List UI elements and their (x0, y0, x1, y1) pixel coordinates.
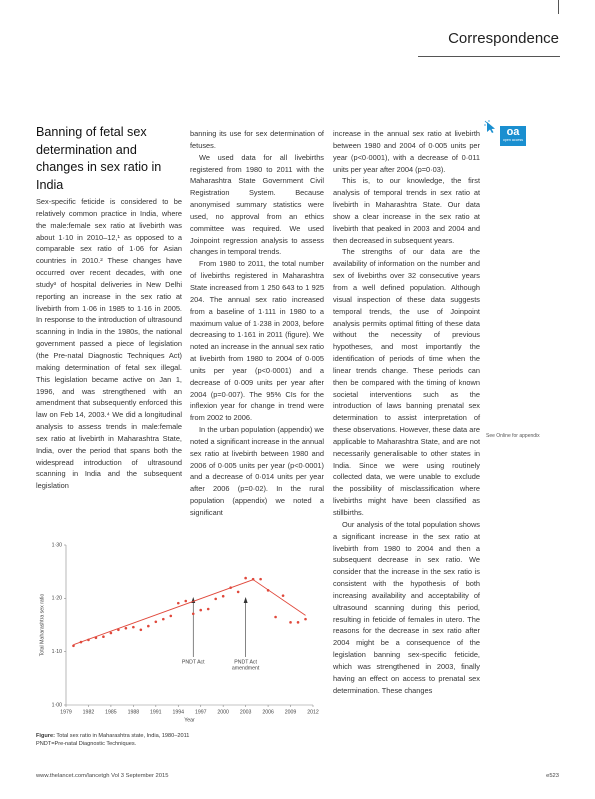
paragraph: We used data for all livebirths register… (190, 152, 324, 257)
cursor-icon (484, 120, 495, 133)
x-tick-label: 1988 (128, 709, 140, 715)
data-point (251, 577, 255, 581)
annotation-label: PNDT Act (234, 659, 257, 665)
footer-right: e523 (546, 773, 559, 779)
data-point (236, 590, 240, 594)
data-point (87, 638, 90, 642)
data-point (139, 628, 143, 632)
data-point (79, 640, 83, 644)
paragraph: banning its use for sex determination of… (190, 129, 324, 150)
x-tick-label: 2003 (240, 709, 252, 715)
data-point (154, 620, 158, 624)
x-tick-label: 1979 (60, 709, 72, 715)
annotation-label: PNDT Act (182, 659, 205, 665)
data-point (109, 631, 113, 635)
data-point (184, 599, 188, 603)
footer-left: www.thelancet.com/lancetgh Vol 3 Septemb… (36, 773, 169, 779)
side-note: See Online for appendix (486, 433, 540, 439)
x-tick-label: 2009 (285, 709, 297, 715)
x-tick-label: 1991 (150, 709, 162, 715)
data-point (289, 621, 292, 624)
data-point (169, 614, 173, 618)
text-column: banning its use for sex determination of… (190, 128, 324, 519)
data-point (132, 625, 135, 629)
text-column: Sex-specific feticide is considered to b… (36, 196, 182, 492)
data-point (266, 589, 270, 592)
figure-chart: 1·00 1·10 1·20 1·30 1979 1982 1985 1988 1991 1994… (39, 542, 319, 723)
y-axis-label: Total Maharashtra sex ratio (39, 594, 45, 657)
data-point (221, 594, 225, 598)
paragraph: The strengths of our data are the availa… (333, 247, 480, 517)
y-tick-label: 1·30 (52, 542, 62, 548)
text-column: increase in the annual sex ratio at live… (333, 128, 480, 697)
data-point (176, 601, 180, 605)
y-tick-label: 1·00 (52, 702, 62, 708)
section-title: Correspondence (448, 30, 559, 47)
x-tick-label: 2006 (262, 709, 274, 715)
data-point (229, 586, 232, 589)
x-tick-label: 2012 (307, 709, 319, 715)
x-tick-label: 1982 (83, 709, 95, 715)
trend-line (73, 579, 306, 646)
y-tick-label: 1·20 (52, 596, 62, 602)
open-access-badge[interactable]: oa open access (500, 126, 526, 146)
data-point (117, 628, 120, 632)
y-tick-label: 1·10 (52, 649, 62, 655)
data-point (281, 594, 285, 597)
x-tick-label: 1985 (105, 709, 117, 715)
data-point (214, 597, 217, 601)
paragraph: In the urban population (appendix) we no… (190, 425, 324, 517)
badge-text: oa (506, 126, 520, 138)
annotation-label: amendment (232, 665, 260, 671)
paragraph: Our analysis of the total population sho… (333, 519, 480, 695)
data-point (124, 626, 128, 630)
data-point (162, 617, 165, 621)
data-point (274, 615, 277, 619)
arrow-head (243, 597, 248, 603)
paragraph: From 1980 to 2011, the total number of l… (190, 259, 324, 423)
paragraph: increase in the annual sex ratio at live… (333, 129, 480, 174)
data-point (259, 577, 262, 581)
data-point (296, 621, 300, 624)
data-point (94, 636, 98, 640)
x-tick-label: 1994 (172, 709, 184, 715)
header-mark (558, 0, 559, 14)
data-point (147, 624, 150, 628)
data-point (72, 644, 75, 648)
figure-caption: Figure: Total sex ratio in Maharashtra s… (36, 732, 326, 748)
data-point (244, 576, 247, 580)
badge-subtext: open access (502, 138, 524, 142)
paragraph: This is, to our knowledge, the first ana… (333, 176, 480, 245)
header-rule (418, 56, 560, 57)
caption-text: Total sex ratio in Maharashtra state, In… (56, 733, 190, 739)
data-point (191, 612, 195, 616)
data-point (304, 617, 307, 621)
data-point (102, 635, 105, 639)
x-axis-label: Year (184, 717, 195, 723)
caption-note: PNDT=Pre-natal Diagnostic Techniques. (36, 741, 137, 747)
article-title: Banning of fetal sex determination and c… (36, 125, 162, 192)
x-tick-label: 1997 (195, 709, 207, 715)
caption-label: Figure: (36, 733, 55, 739)
data-point (206, 607, 210, 611)
data-point (199, 608, 203, 612)
x-tick-label: 2000 (217, 709, 229, 715)
paragraph: Sex-specific feticide is considered to b… (36, 197, 182, 491)
